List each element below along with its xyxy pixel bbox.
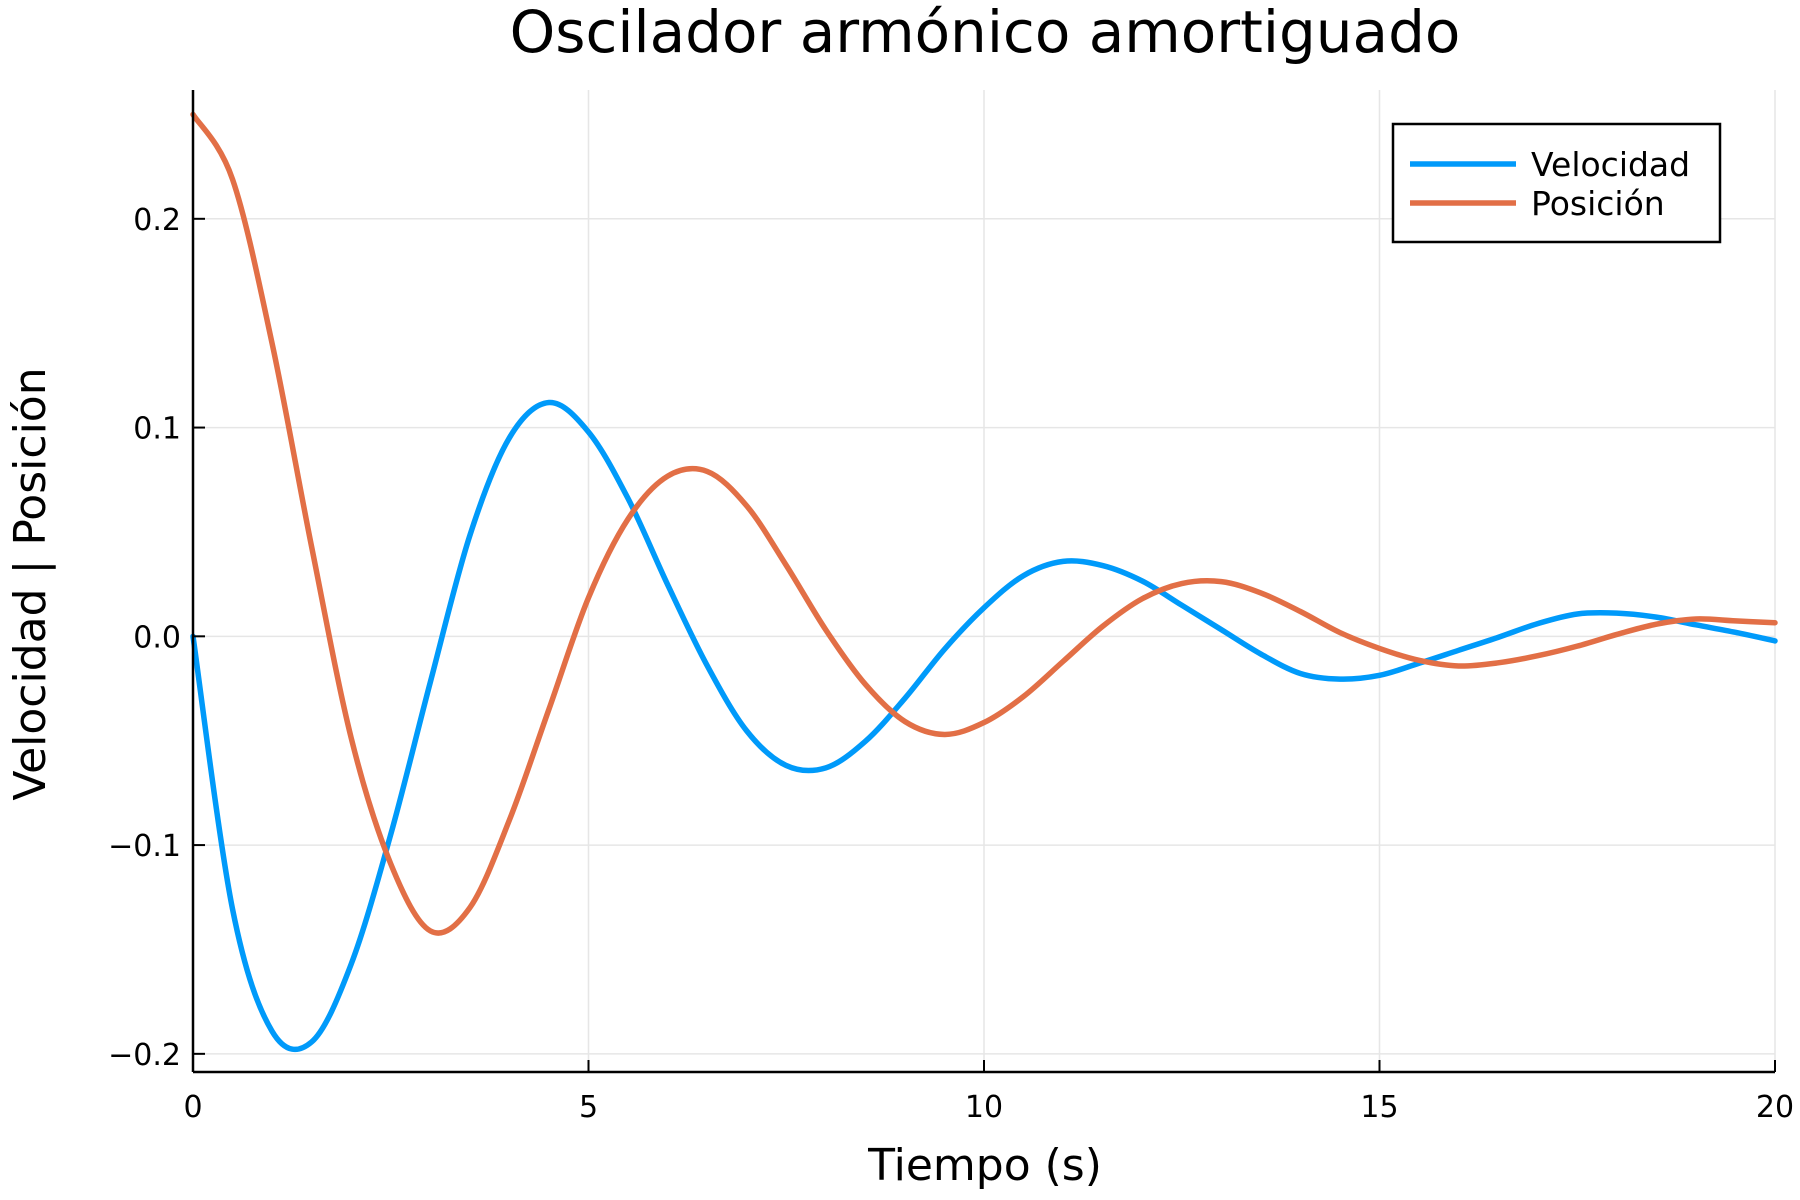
y-tick-label: 0.2 — [133, 203, 181, 238]
x-tick-label: 20 — [1756, 1090, 1794, 1125]
chart-title: Oscilador armónico amortiguado — [510, 0, 1461, 66]
legend-label: Velocidad — [1531, 145, 1690, 184]
x-tick-label: 0 — [183, 1090, 202, 1125]
x-tick-label: 5 — [579, 1090, 598, 1125]
series-line-velocidad — [190, 399, 1778, 1053]
series-line-posicion — [190, 111, 1778, 936]
y-tick-label: 0.1 — [133, 412, 181, 447]
x-axis-label: Tiempo (s) — [867, 1140, 1102, 1191]
legend-label: Posición — [1531, 184, 1665, 223]
legend-box — [1391, 122, 1722, 244]
x-tick-label: 15 — [1360, 1090, 1398, 1125]
axes: 0 5 10 15 20 −0.2 −0.1 0.0 0.1 0.2 — [108, 90, 1794, 1125]
y-tick-label: 0.0 — [133, 620, 181, 655]
y-axis-label: Velocidad | Posición — [5, 367, 56, 800]
y-tick-label: −0.2 — [108, 1038, 181, 1073]
y-tick-label: −0.1 — [108, 829, 181, 864]
x-tick-label: 10 — [965, 1090, 1003, 1125]
series-layer — [190, 111, 1778, 1053]
